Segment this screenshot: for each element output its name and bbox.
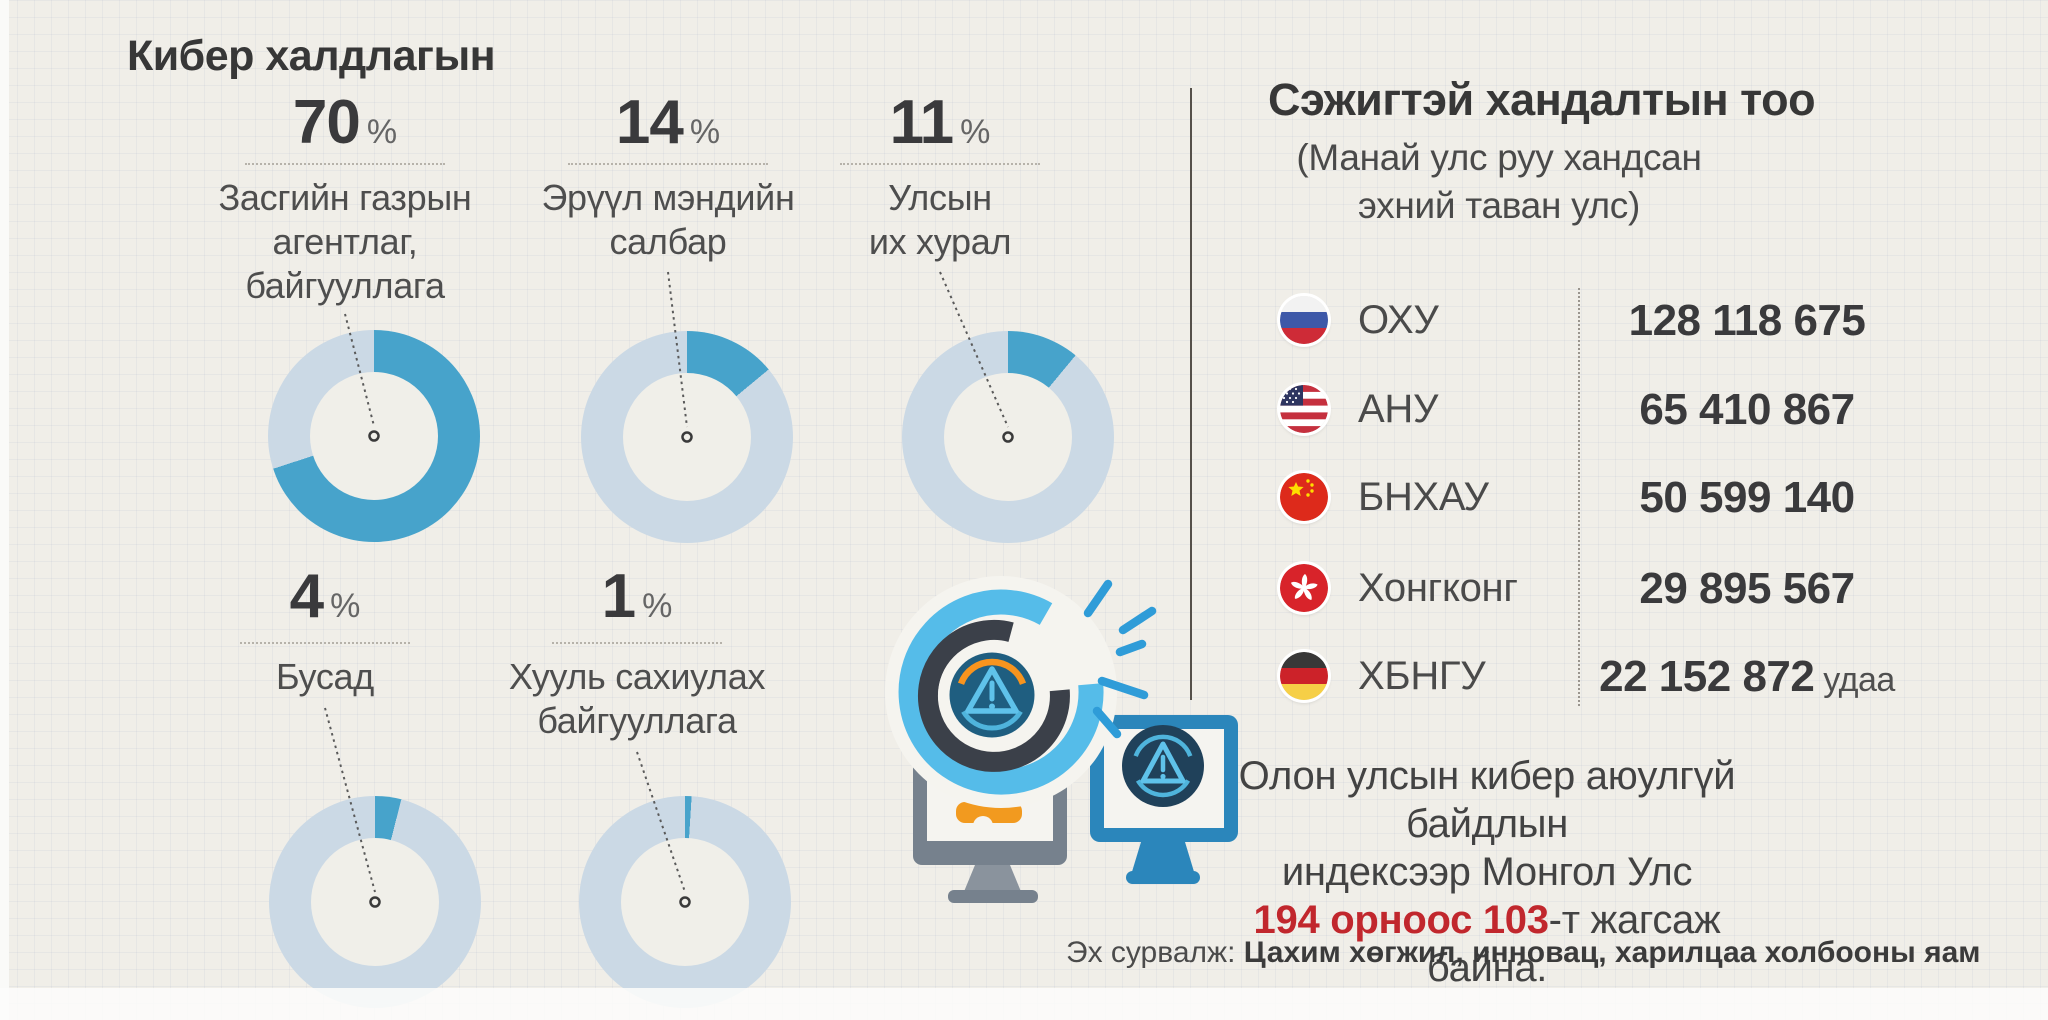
country-value: 50 599 140 xyxy=(1582,473,1912,523)
donut-chart-other xyxy=(269,796,481,1008)
donut-hole xyxy=(623,373,751,501)
percent-number: 14 xyxy=(615,88,684,157)
category-label: Хууль сахиулах байгууллага xyxy=(508,656,766,741)
donut-hole xyxy=(621,838,749,966)
flag-china-icon xyxy=(1280,473,1328,521)
country-value: 65 410 867 xyxy=(1582,385,1912,435)
dotted-separator xyxy=(568,163,768,165)
monitor-warning-icon xyxy=(1122,725,1204,807)
percent-number: 11 xyxy=(889,88,955,157)
percent-sign: % xyxy=(366,113,398,151)
percent-sign: % xyxy=(689,113,721,151)
fact-line-2: индексээр Монгол Улс xyxy=(1281,850,1693,894)
percent-sign: % xyxy=(330,587,361,625)
country-name: АНУ xyxy=(1358,387,1439,431)
country-name: ХБНГУ xyxy=(1358,654,1486,698)
country-row-usa: АНУ 65 410 867 xyxy=(1280,385,1960,445)
donut-chart-law-enforcement xyxy=(579,796,791,1008)
percent-sign: % xyxy=(642,587,673,625)
access-count: 29 895 567 xyxy=(1639,564,1855,613)
impact-lines-icon xyxy=(1083,579,1157,739)
source-line: Эх сурвалж: Цахим хөгжил, инновац, харил… xyxy=(1066,936,1980,970)
access-count: 128 118 675 xyxy=(1628,296,1866,345)
percent-value: 14 % xyxy=(498,92,838,154)
fact-line-1: Олон улсын кибер аюулгүй байдлын xyxy=(1238,754,1736,846)
alert-magnifier-icon xyxy=(885,576,1117,808)
donut-chart-government xyxy=(268,330,480,542)
donut-chart-health xyxy=(581,331,793,543)
country-value: 22 152 872 удаа xyxy=(1582,652,1912,702)
dotted-separator xyxy=(240,642,410,644)
percent-value: 70 % xyxy=(175,92,515,154)
flag-usa-icon xyxy=(1280,385,1328,433)
donut-hole xyxy=(311,838,439,966)
country-name: ОХУ xyxy=(1358,298,1439,342)
country-value: 29 895 567 xyxy=(1582,564,1912,614)
percent-sign: % xyxy=(960,113,991,151)
donut-hole xyxy=(310,372,438,500)
dotted-separator xyxy=(552,642,722,644)
suspicious-access-subtitle: (Манай улс руу хандсан эхний таван улс) xyxy=(1296,137,1702,226)
access-count: 65 410 867 xyxy=(1639,385,1855,434)
donut-hole xyxy=(944,373,1072,501)
category-label: Эрүүл мэндийн салбар xyxy=(541,177,795,262)
country-name: БНХАУ xyxy=(1358,475,1489,519)
source-text: Цахим хөгжил, инновац, харилцаа холбооны… xyxy=(1243,936,1981,969)
country-row-hongkong: Хонгконг 29 895 567 xyxy=(1280,564,1960,624)
category-label: Улсын их хурал xyxy=(868,177,1012,262)
page-title: Кибер халдлагын xyxy=(127,32,496,80)
fact-line-3: 194 орноос 103-т жагсаж байна. xyxy=(1227,896,1747,992)
dotted-separator xyxy=(840,163,1040,165)
flag-germany-icon xyxy=(1280,652,1328,700)
access-count: 50 599 140 xyxy=(1639,473,1855,522)
percent-number: 4 xyxy=(289,562,324,631)
value-suffix: удаа xyxy=(1814,661,1895,699)
category-label: Бусад xyxy=(276,656,374,697)
percent-number: 1 xyxy=(601,562,636,631)
country-row-china: БНХАУ 50 599 140 xyxy=(1280,473,1960,533)
country-row-russia: ОХУ 128 118 675 xyxy=(1280,296,1960,356)
percent-value: 11 % xyxy=(770,92,1110,154)
fact-suffix: -т жагсаж байна. xyxy=(1426,898,1721,990)
access-count: 22 152 872 xyxy=(1599,652,1815,701)
country-value: 128 118 675 xyxy=(1582,296,1912,346)
blue-monitor-icon xyxy=(1090,715,1238,884)
cybersecurity-index-fact: Олон улсын кибер аюулгүй байдлын индексэ… xyxy=(1227,752,1747,992)
percent-number: 70 xyxy=(292,88,361,157)
donut-chart-parliament xyxy=(902,331,1114,543)
flag-hongkong-icon xyxy=(1280,564,1328,612)
category-label: Засгийн газрын агентлаг, байгууллага xyxy=(218,177,472,306)
flag-russia-icon xyxy=(1280,296,1328,344)
dotted-separator xyxy=(245,163,445,165)
country-name: Хонгконг xyxy=(1358,566,1518,610)
fact-highlight: 194 орноос 103 xyxy=(1253,898,1549,942)
left-edge-strip xyxy=(0,0,9,1020)
vertical-divider xyxy=(1190,88,1192,700)
table-column-divider xyxy=(1578,288,1580,706)
country-row-germany: ХБНГУ 22 152 872 удаа xyxy=(1280,652,1960,712)
percent-value: 4 % xyxy=(155,566,495,628)
source-label: Эх сурвалж: xyxy=(1066,936,1244,969)
percent-value: 1 % xyxy=(467,566,807,628)
bottom-white-band xyxy=(0,988,2048,1020)
cyber-alert-illustration xyxy=(885,576,1238,903)
suspicious-access-title: Сэжигтэй хандалтын тоо xyxy=(1268,74,1816,125)
